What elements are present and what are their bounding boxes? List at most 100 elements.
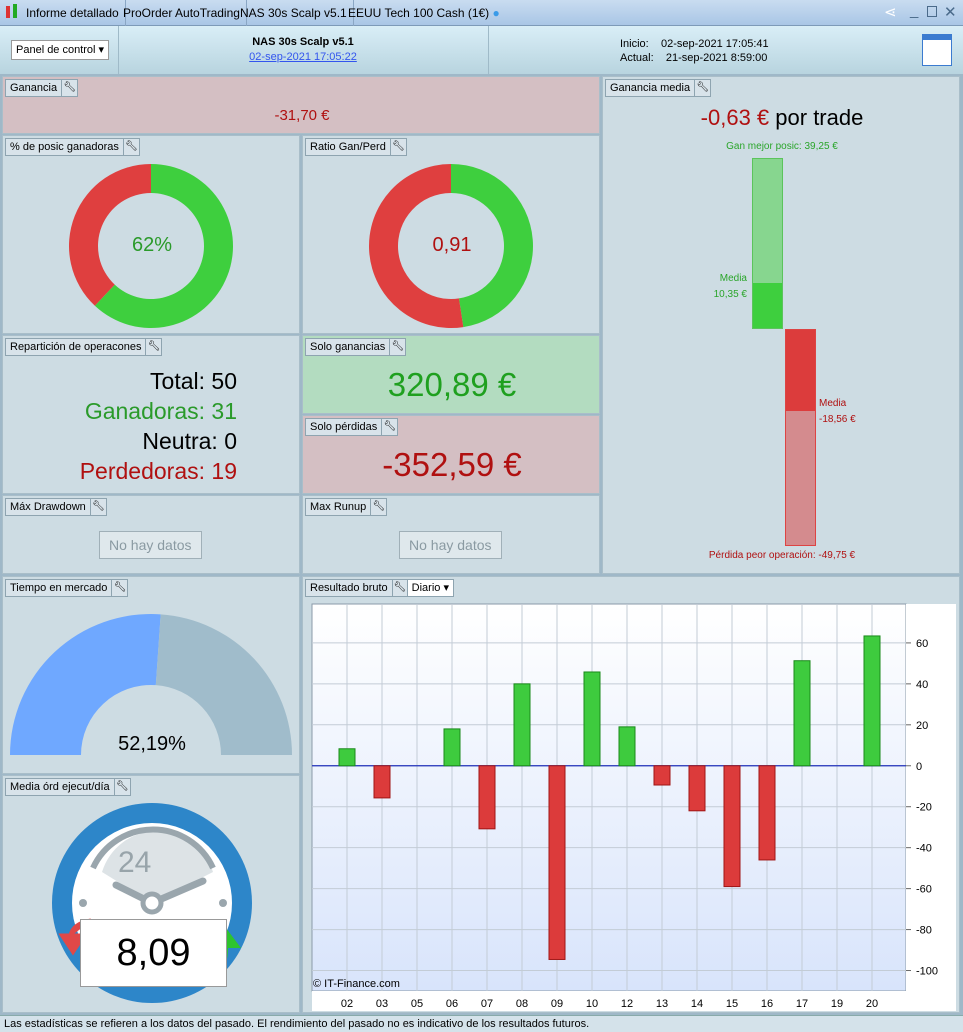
wrench-icon[interactable]: 🔧︎ bbox=[696, 82, 709, 93]
wrench-icon[interactable]: 🔧︎ bbox=[372, 501, 386, 512]
donut-green-segment bbox=[94, 164, 234, 328]
panel-title: Tiempo en mercado 🔧︎ bbox=[5, 579, 129, 597]
title-label: Max Runup bbox=[306, 499, 372, 515]
watermark: © IT-Finance.com bbox=[313, 978, 400, 990]
bar-15 bbox=[723, 765, 741, 888]
x-axis-area bbox=[312, 991, 906, 1011]
y-axis-area bbox=[906, 604, 956, 1011]
title-label: Ganancia media bbox=[606, 80, 696, 96]
wrench-icon[interactable]: 🔧︎ bbox=[393, 580, 408, 596]
runup-panel: Max Runup 🔧︎ No hay datos bbox=[302, 495, 600, 574]
x-tick-label: 02 bbox=[341, 998, 353, 1010]
bar-14 bbox=[688, 765, 706, 812]
x-tick-label: 14 bbox=[691, 998, 703, 1010]
wrench-icon[interactable]: 🔧︎ bbox=[147, 341, 161, 352]
no-data-button[interactable]: No hay datos bbox=[99, 531, 202, 559]
period-dropdown[interactable]: Diario ▾ bbox=[407, 580, 453, 596]
x-tick-label: 09 bbox=[551, 998, 563, 1010]
panel-title: Resultado bruto 🔧︎ Diario ▾ bbox=[305, 579, 454, 597]
x-tick-label: 07 bbox=[481, 998, 493, 1010]
x-tick-label: 03 bbox=[376, 998, 388, 1010]
bar-06 bbox=[443, 728, 461, 767]
donut-red-segment bbox=[68, 164, 151, 306]
x-tick-label: 19 bbox=[831, 998, 843, 1010]
tab-strategy[interactable]: NAS 30s Scalp v5.1 bbox=[234, 0, 354, 26]
wrench-icon[interactable]: 🔧︎ bbox=[391, 341, 405, 352]
actual-value: 21-sep-2021 8:59:00 bbox=[665, 52, 768, 64]
title-label: Máx Drawdown bbox=[6, 499, 91, 515]
wrench-icon[interactable]: 🔧︎ bbox=[391, 141, 405, 152]
tab-proorder[interactable]: ProOrder AutoTrading bbox=[117, 0, 247, 26]
bar-08 bbox=[513, 683, 531, 767]
tab-label: NAS 30s Scalp v5.1 bbox=[240, 6, 347, 20]
maximize-icon[interactable] bbox=[927, 6, 937, 17]
time-in-market-gauge bbox=[10, 614, 292, 755]
x-tick-label: 13 bbox=[656, 998, 668, 1010]
ganancia-value: -31,70 € bbox=[274, 107, 330, 124]
best-trade-label: Gan mejor posic: 39,25 € bbox=[726, 141, 838, 152]
bar-20 bbox=[863, 635, 881, 767]
panel-title: Máx Drawdown 🔧︎ bbox=[5, 498, 107, 516]
close-icon[interactable]: ✕ bbox=[944, 4, 957, 21]
title-label: Tiempo en mercado bbox=[6, 580, 113, 596]
loss-mean-bar bbox=[786, 330, 815, 411]
wrench-icon[interactable]: 🔧︎ bbox=[91, 501, 105, 512]
x-tick-label: 16 bbox=[761, 998, 773, 1010]
panel-title: Max Runup 🔧︎ bbox=[305, 498, 388, 516]
panel-title: Solo pérdidas 🔧︎ bbox=[305, 418, 399, 436]
wrench-icon[interactable]: 🔧︎ bbox=[63, 82, 76, 93]
title-label: % de posic ganadoras bbox=[6, 139, 124, 155]
bar-17 bbox=[793, 660, 811, 767]
y-tick-label: 60 bbox=[916, 638, 928, 650]
ganancia-panel: Ganancia 🔧︎ -31,70 € bbox=[2, 76, 600, 134]
loss-mean-value: -18,56 € bbox=[819, 414, 856, 425]
bar-03 bbox=[373, 765, 391, 799]
x-tick-label: 20 bbox=[866, 998, 878, 1010]
y-tick-label: -100 bbox=[916, 966, 938, 978]
x-tick-label: 15 bbox=[726, 998, 738, 1010]
win-pct-value: 62% bbox=[131, 234, 173, 256]
tab-informe[interactable]: Informe detallado bbox=[0, 0, 126, 26]
inicio-label: Inicio: bbox=[620, 38, 649, 50]
panel-title: Solo ganancias 🔧︎ bbox=[305, 338, 407, 356]
pct-ganadoras-panel: % de posic ganadoras 🔧︎ 62% bbox=[2, 135, 300, 334]
footer-disclaimer: Las estadísticas se refieren a los datos… bbox=[0, 1015, 963, 1032]
bar-02 bbox=[338, 748, 356, 767]
y-tick-label: -20 bbox=[916, 802, 932, 814]
chat-bubble-icon: ● bbox=[492, 6, 500, 20]
title-label: Ratio Gan/Perd bbox=[306, 139, 391, 155]
no-data-button[interactable]: No hay datos bbox=[399, 531, 502, 559]
time-in-market-value: 52,19% bbox=[118, 733, 186, 755]
strategy-name: NAS 30s Scalp v5.1 bbox=[252, 36, 354, 48]
gain-mean-bar bbox=[753, 282, 782, 328]
loss-bar bbox=[785, 329, 816, 546]
panel-dropdown[interactable]: Panel de control ▾ bbox=[11, 40, 110, 60]
tab-label: EEUU Tech 100 Cash (1€) bbox=[348, 6, 490, 20]
x-tick-label: 05 bbox=[411, 998, 423, 1010]
worst-trade-label: Pérdida peor operación: -49,75 € bbox=[708, 550, 856, 561]
win-pct-donut bbox=[68, 164, 234, 328]
panel-title: Repartición de operacones 🔧︎ bbox=[5, 338, 163, 356]
wrench-icon[interactable]: 🔧︎ bbox=[113, 582, 127, 593]
title-label: Resultado bruto bbox=[306, 580, 393, 596]
minimize-icon[interactable]: _ bbox=[910, 2, 919, 19]
share-icon[interactable]: ⋖ bbox=[884, 4, 897, 21]
media-ord-panel: Media órd ejecut/día 🔧︎ 24 8,09 bbox=[2, 775, 300, 1013]
title-label: Ganancia bbox=[6, 80, 63, 96]
header: Panel de control ▾ NAS 30s Scalp v5.1 02… bbox=[0, 26, 963, 74]
x-tick-label: 17 bbox=[796, 998, 808, 1010]
title-label: Solo pérdidas bbox=[306, 419, 383, 435]
x-tick-label: 08 bbox=[516, 998, 528, 1010]
solo-perdidas-panel: Solo pérdidas 🔧︎ -352,59 € bbox=[302, 415, 600, 494]
report-settings-icon[interactable] bbox=[922, 34, 952, 66]
strategy-date-link[interactable]: 02-sep-2021 17:05:22 bbox=[249, 51, 357, 63]
wrench-icon[interactable]: 🔧︎ bbox=[383, 421, 397, 432]
period-label: Diario bbox=[411, 582, 441, 594]
tab-instrument[interactable]: EEUU Tech 100 Cash (1€) ● bbox=[342, 0, 506, 26]
wrench-icon[interactable]: 🔧︎ bbox=[115, 781, 129, 792]
bar-12 bbox=[618, 726, 636, 767]
wrench-icon[interactable]: 🔧︎ bbox=[125, 141, 138, 152]
loss-mean-label: Media bbox=[819, 398, 847, 409]
reparticion-panel: Repartición de operacones 🔧︎ Total: 50 Ga… bbox=[2, 335, 300, 494]
gain-mean-value: 10,35 € bbox=[713, 289, 747, 300]
